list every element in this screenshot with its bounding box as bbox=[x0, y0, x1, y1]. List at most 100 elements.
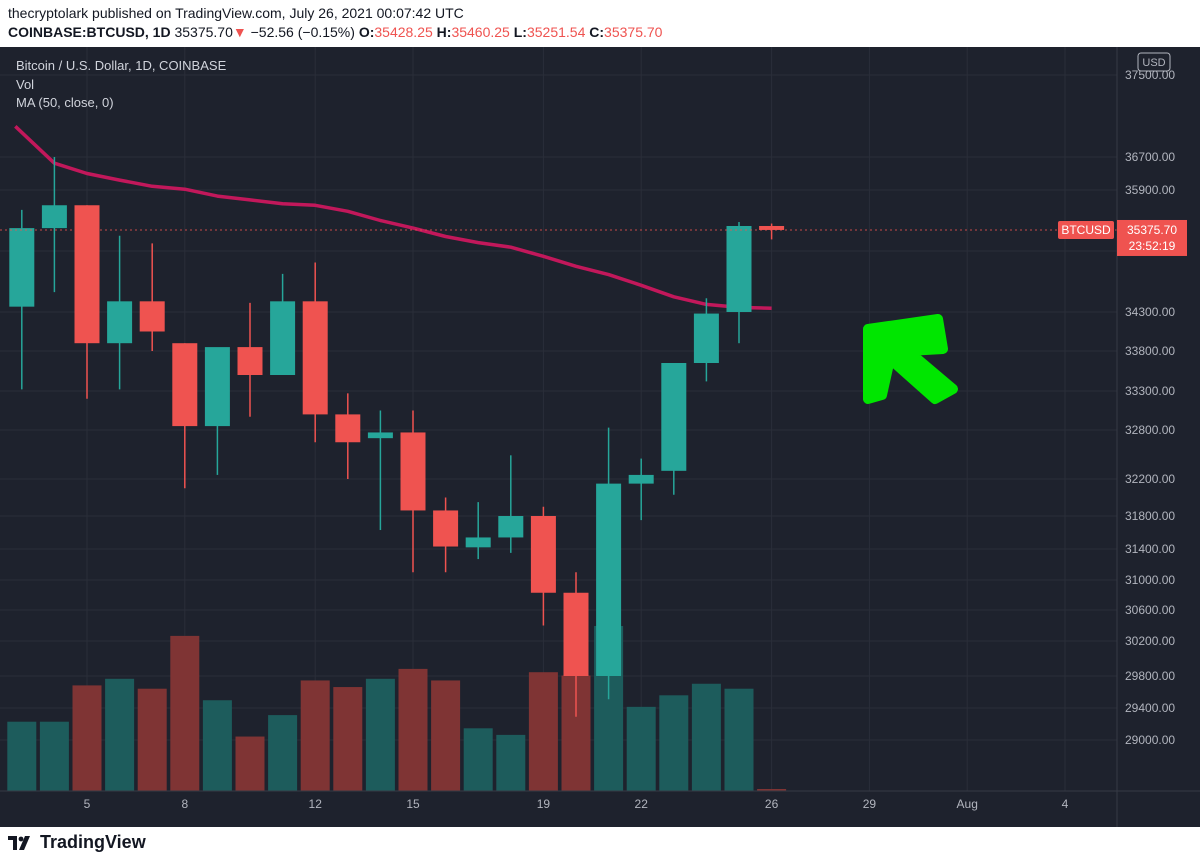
volume-bar bbox=[72, 685, 102, 791]
price-tick-label: 30200.00 bbox=[1125, 634, 1175, 648]
candle-body bbox=[726, 225, 752, 312]
candle-body bbox=[433, 510, 459, 547]
candle-body bbox=[661, 363, 687, 471]
close-value: 35375.70 bbox=[604, 24, 663, 40]
symbol: COINBASE:BTCUSD, 1D bbox=[8, 24, 171, 40]
time-tick-label: 22 bbox=[635, 797, 649, 811]
chart-canvas[interactable]: 37500.0036700.0035900.0035100.0034300.00… bbox=[0, 47, 1200, 827]
ohlc-line: COINBASE:BTCUSD, 1D 35375.70▼ −52.56 (−0… bbox=[8, 24, 662, 40]
candle-body bbox=[302, 301, 328, 415]
time-tick-label: 4 bbox=[1062, 797, 1069, 811]
last-price-box bbox=[1117, 219, 1187, 256]
volume-bar bbox=[659, 695, 689, 791]
price-tick-label: 31800.00 bbox=[1125, 509, 1175, 523]
volume-bar bbox=[463, 728, 493, 791]
time-tick-label: 8 bbox=[181, 797, 188, 811]
candle-body bbox=[335, 414, 361, 443]
volume-bar bbox=[431, 680, 461, 791]
candle-body bbox=[9, 228, 35, 307]
candle-body bbox=[498, 516, 524, 538]
currency-label: USD bbox=[1142, 57, 1165, 69]
tradingview-logo-icon bbox=[8, 835, 30, 850]
time-tick-label: Aug bbox=[957, 797, 978, 811]
change-down-icon: ▼ bbox=[232, 24, 247, 40]
volume-bar bbox=[528, 672, 558, 791]
tradingview-brand: TradingView bbox=[40, 832, 146, 852]
candle-body bbox=[74, 205, 100, 344]
legend-volume: Vol bbox=[16, 77, 35, 92]
price-tick-label: 29800.00 bbox=[1125, 669, 1175, 683]
change-value: −52.56 (−0.15%) bbox=[250, 24, 355, 40]
open-value: 35428.25 bbox=[374, 24, 433, 40]
candle-body bbox=[237, 347, 263, 375]
volume-bar bbox=[365, 678, 395, 791]
high-value: 35460.25 bbox=[451, 24, 510, 40]
volume-bar bbox=[170, 635, 200, 791]
candle-body bbox=[563, 592, 589, 676]
candle-body bbox=[400, 432, 426, 511]
bar-countdown: 23:52:19 bbox=[1129, 239, 1176, 253]
time-tick-label: 19 bbox=[537, 797, 551, 811]
price-tick-label: 29400.00 bbox=[1125, 701, 1175, 715]
price-tick-label: 34300.00 bbox=[1125, 305, 1175, 319]
candle-body bbox=[596, 483, 622, 676]
price-tick-label: 31000.00 bbox=[1125, 573, 1175, 587]
candle-body bbox=[204, 347, 230, 427]
candle-body bbox=[270, 301, 296, 375]
volume-bar bbox=[7, 721, 37, 791]
price-tick-label: 32200.00 bbox=[1125, 472, 1175, 486]
candle-body bbox=[628, 474, 654, 484]
currency-box bbox=[1137, 52, 1171, 72]
price-tick-label: 33300.00 bbox=[1125, 384, 1175, 398]
candle-body bbox=[139, 301, 165, 332]
volume-bar bbox=[137, 688, 167, 791]
candle-body bbox=[41, 205, 67, 229]
candle-body bbox=[172, 343, 198, 427]
volume-bar bbox=[724, 688, 754, 791]
price-tick-label: 33800.00 bbox=[1125, 344, 1175, 358]
last-price: 35375.70 bbox=[174, 24, 233, 40]
volume-bar bbox=[333, 687, 363, 791]
volume-bar bbox=[496, 734, 526, 791]
candle-body bbox=[693, 313, 719, 363]
publisher-line: thecryptolark published on TradingView.c… bbox=[8, 5, 464, 21]
price-tick-label: 36700.00 bbox=[1125, 150, 1175, 164]
volume-bar bbox=[235, 736, 265, 791]
candle-body bbox=[367, 432, 393, 439]
volume-bar bbox=[105, 678, 135, 791]
chart-area[interactable]: 37500.0036700.0035900.0035100.0034300.00… bbox=[0, 47, 1200, 827]
volume-bar bbox=[626, 706, 656, 791]
candle-body bbox=[107, 301, 133, 344]
volume-bar bbox=[39, 721, 69, 791]
open-label: O: bbox=[358, 24, 375, 40]
price-tick-label: 29000.00 bbox=[1125, 733, 1175, 747]
volume-bar bbox=[268, 715, 298, 791]
time-tick-label: 5 bbox=[84, 797, 91, 811]
low-label: L: bbox=[513, 24, 527, 40]
close-label: C: bbox=[589, 24, 605, 40]
candle-body bbox=[759, 225, 785, 230]
high-label: H: bbox=[436, 24, 452, 40]
symbol-tag bbox=[1058, 220, 1114, 239]
time-tick-label: 29 bbox=[863, 797, 877, 811]
low-value: 35251.54 bbox=[526, 24, 586, 40]
last-price-value: 35375.70 bbox=[1127, 223, 1177, 237]
candle-body bbox=[465, 537, 491, 548]
volume-bar bbox=[202, 700, 232, 791]
legend-moving-average: MA (50, close, 0) bbox=[16, 95, 114, 110]
volume-bar bbox=[398, 668, 428, 791]
price-tick-label: 32800.00 bbox=[1125, 423, 1175, 437]
symbol-tag-label: BTCUSD bbox=[1061, 223, 1111, 237]
price-tick-label: 35900.00 bbox=[1125, 183, 1175, 197]
volume-bar bbox=[757, 789, 787, 791]
price-tick-label: 31400.00 bbox=[1125, 542, 1175, 556]
time-tick-label: 26 bbox=[765, 797, 779, 811]
time-tick-label: 12 bbox=[309, 797, 323, 811]
candle-body bbox=[530, 516, 556, 593]
time-tick-label: 15 bbox=[406, 797, 420, 811]
tradingview-logo: TradingView bbox=[8, 832, 146, 853]
volume-bar bbox=[300, 680, 330, 791]
volume-bar bbox=[691, 683, 721, 791]
ma50-line bbox=[14, 125, 772, 310]
legend-title: Bitcoin / U.S. Dollar, 1D, COINBASE bbox=[16, 58, 227, 73]
